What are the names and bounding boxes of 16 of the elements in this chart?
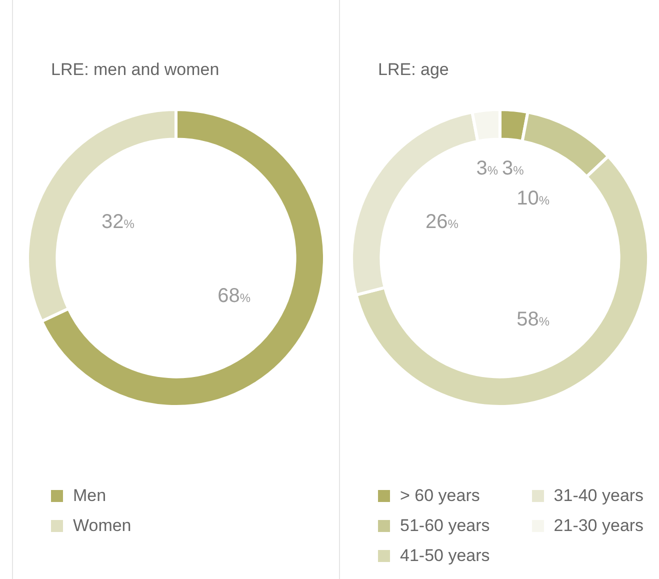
data-label: 58%: [516, 308, 550, 330]
chart-title: LRE: age: [378, 60, 449, 80]
data-label: 3%: [502, 158, 524, 180]
chart-title: LRE: men and women: [51, 60, 220, 80]
legend-label: 31-40 years: [554, 486, 644, 506]
legend-label: Women: [73, 516, 132, 536]
legend-label: Men: [73, 486, 106, 506]
data-label: 32%: [101, 211, 135, 234]
data-label: 3%: [476, 158, 498, 180]
legend-label: 51-60 years: [400, 516, 490, 536]
legend-label: > 60 years: [400, 486, 480, 506]
legend-label: 41-50 years: [400, 546, 490, 566]
data-label: 10%: [516, 188, 550, 210]
data-label: 68%: [218, 284, 251, 307]
data-label: 26%: [425, 211, 459, 234]
legend-label: 21-30 years: [554, 516, 644, 536]
